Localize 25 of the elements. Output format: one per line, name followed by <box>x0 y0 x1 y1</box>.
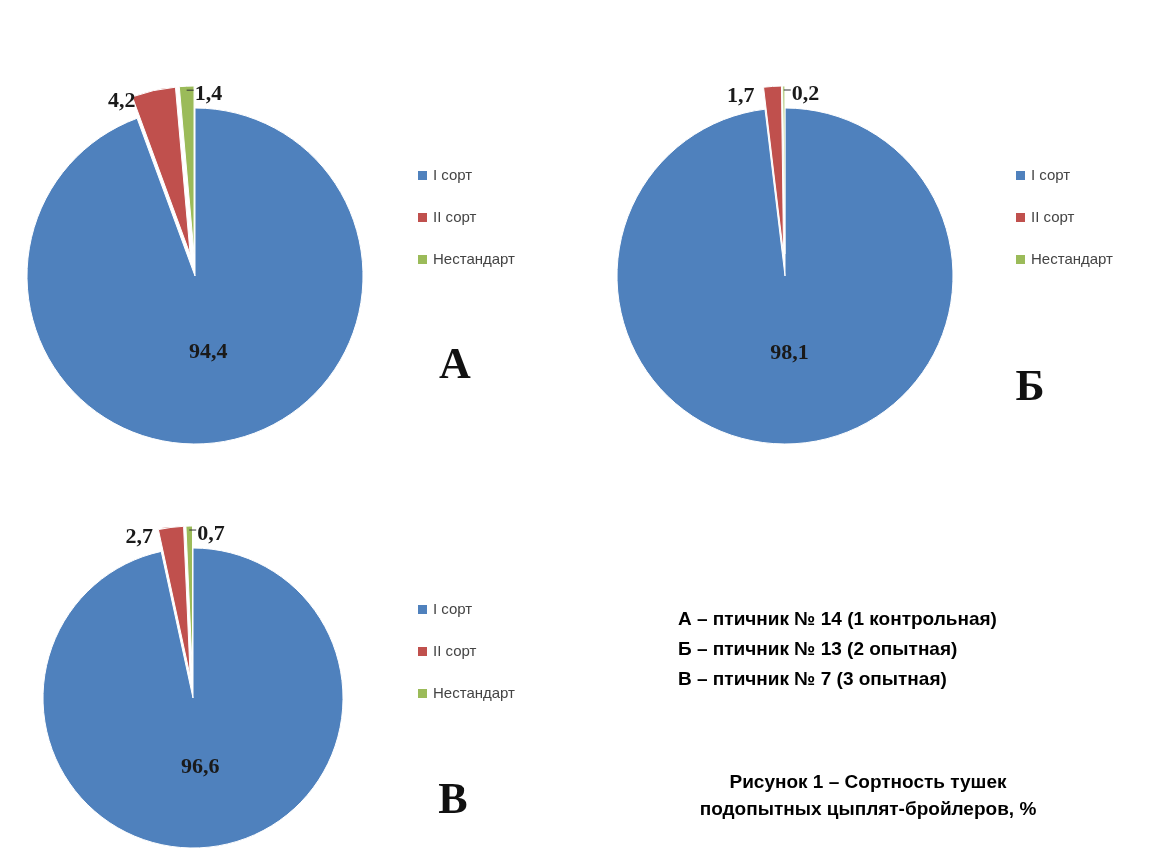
data-label: 1,4 <box>194 80 223 106</box>
data-label: 0,7 <box>197 520 225 546</box>
legend-label: Нестандарт <box>1031 250 1114 267</box>
legend-label: I сорт <box>433 166 473 183</box>
legend-label: Нестандарт <box>433 684 516 701</box>
data-label: 1,7 <box>726 82 755 108</box>
legend-label: II сорт <box>1031 208 1075 225</box>
data-label: 96,6 <box>180 753 220 779</box>
legend-label: I сорт <box>433 600 473 617</box>
data-label: 94,4 <box>188 338 228 364</box>
data-label: 4,2 <box>108 86 136 112</box>
text: А – птичник № 14 (1 контрольная) <box>678 608 997 629</box>
data-label: 98,1 <box>770 339 809 365</box>
text: В – птичник № 7 (3 опытная) <box>678 668 947 689</box>
text: А <box>439 339 472 388</box>
text: Рисунок 1 – Сортность тушек подопытных цыплят-бройлеров, % <box>699 771 1037 819</box>
legend-label: Нестандарт <box>433 250 516 267</box>
text: В <box>438 774 468 823</box>
data-label: 0,2 <box>791 80 820 105</box>
legend-label: I сорт <box>1031 166 1071 183</box>
legend-label: II сорт <box>433 208 477 225</box>
text: Б – птичник № 13 (2 опытная) <box>678 638 958 659</box>
legend-label: II сорт <box>433 642 477 659</box>
data-label: 2,7 <box>125 523 153 549</box>
text: Б <box>1015 361 1045 410</box>
